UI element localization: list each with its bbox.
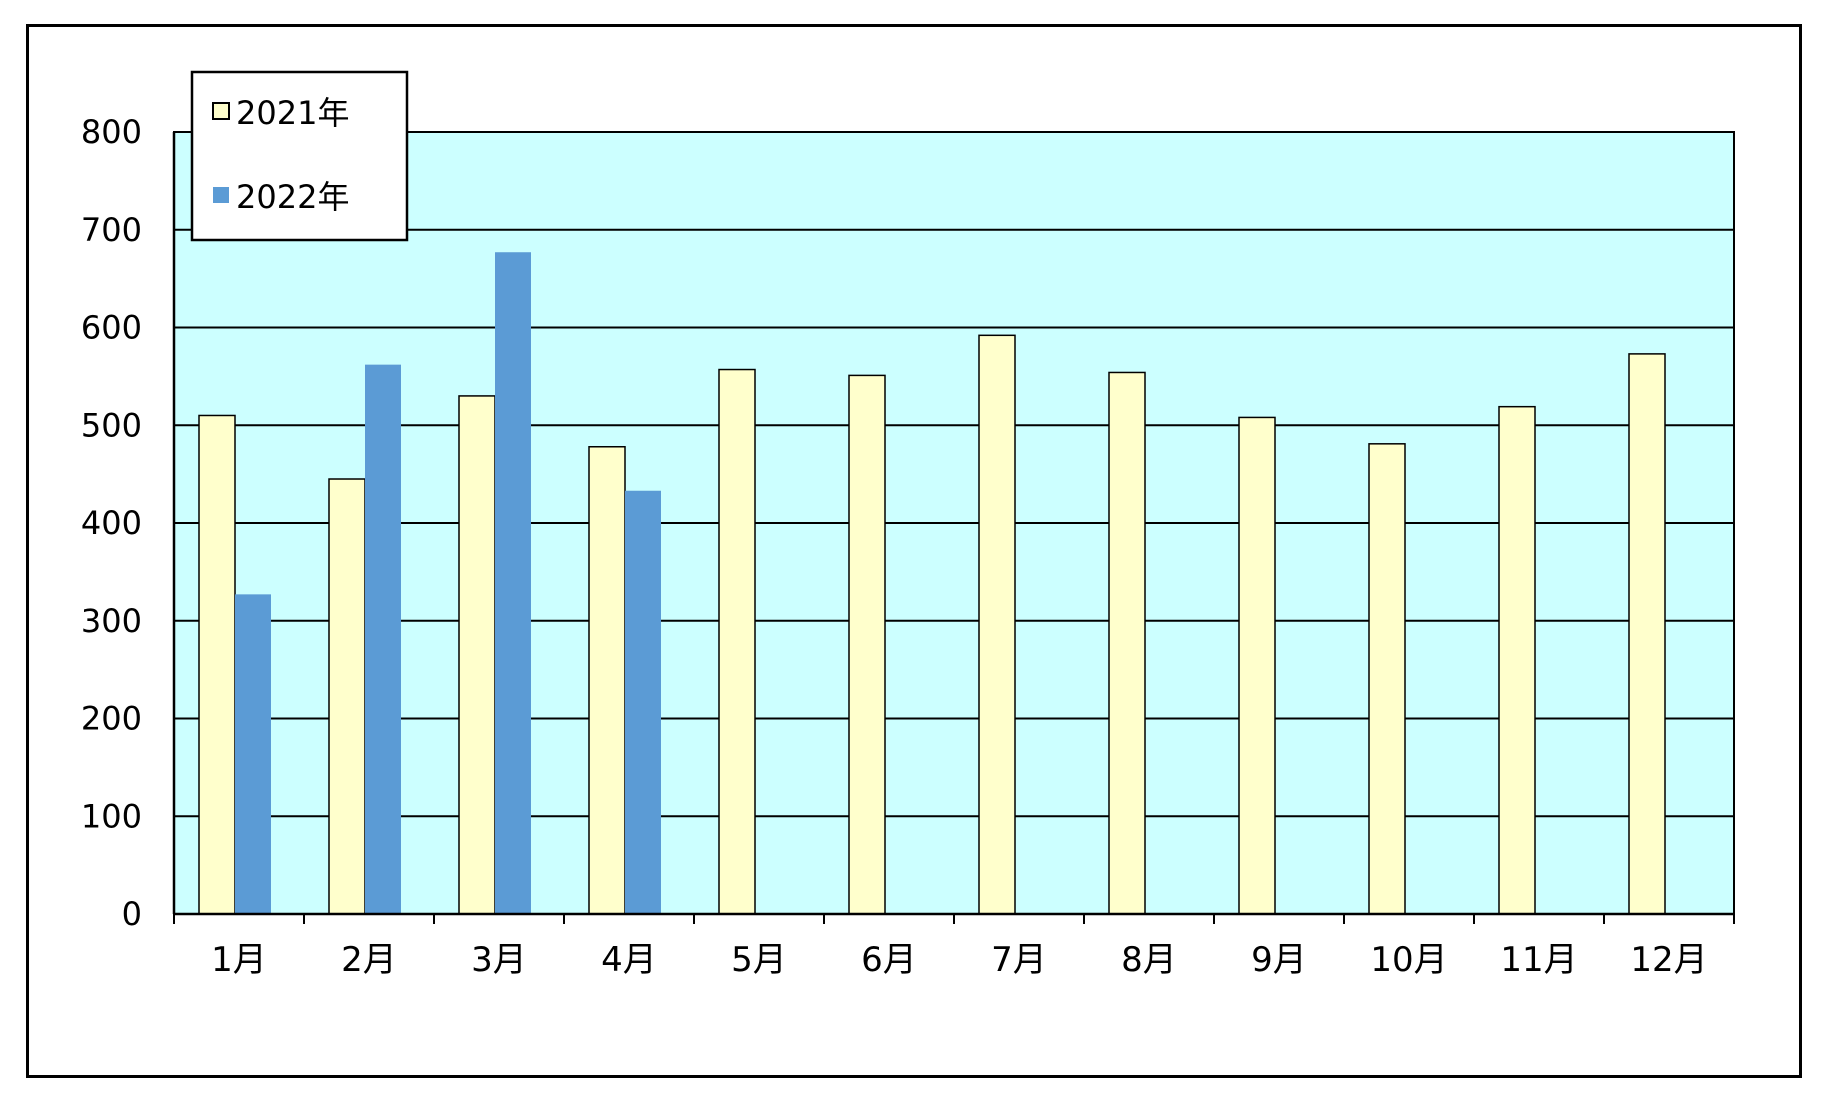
x-tick-label-5: 5月 [731, 940, 787, 980]
bar-series1-8 [1108, 371, 1146, 915]
y-tick-label-300: 300 [81, 602, 142, 640]
y-tick-label-700: 700 [81, 211, 142, 249]
bar-series1-1 [198, 414, 236, 915]
y-tick-label-0: 0 [122, 895, 142, 933]
bar-series2-1 [235, 594, 271, 914]
x-tick-label-9: 9月 [1251, 940, 1307, 980]
bar-series2-3 [495, 252, 531, 915]
legend-box [190, 70, 409, 242]
bar-series1-5 [718, 368, 756, 915]
bar-series2-4 [625, 490, 661, 914]
legend-swatch-1 [212, 102, 230, 120]
y-tick-label-400: 400 [81, 504, 142, 542]
y-tick-label-100: 100 [81, 797, 142, 835]
legend-label-1: 2021年 [236, 94, 349, 132]
x-tick-label-7: 7月 [991, 940, 1047, 980]
bar-series1-12 [1628, 353, 1666, 915]
x-tick-label-4: 4月 [601, 940, 657, 980]
x-tick-label-1: 1月 [211, 940, 267, 980]
bar-series1-9 [1238, 416, 1276, 915]
bar-series1-2 [328, 478, 366, 915]
chart-frame: 0 100 200 300 400 500 600 700 800 1月 2月 3月 4月 5月 6月 7月 8… [26, 24, 1802, 1078]
bar-series1-11 [1498, 405, 1536, 915]
y-tick-label-500: 500 [81, 406, 142, 444]
legend-label-2: 2022年 [236, 178, 349, 216]
bars [198, 252, 1666, 915]
x-tick-label-3: 3月 [471, 940, 527, 980]
y-tick-label-200: 200 [81, 700, 142, 738]
x-tick-label-2: 2月 [341, 940, 397, 980]
x-tick-label-12: 12月 [1630, 940, 1707, 980]
legend-swatch-2 [213, 187, 229, 203]
x-tick-label-11: 11月 [1500, 940, 1577, 980]
axes: 0 100 200 300 400 500 600 700 800 1月 2月 3月 4月 5月 6月 7月 8… [81, 113, 1735, 980]
bar-chart: 0 100 200 300 400 500 600 700 800 1月 2月 3月 4月 5月 6月 7月 8… [81, 70, 1735, 980]
legend: 2021年 2022年 [190, 70, 409, 242]
bar-series2-2 [365, 364, 401, 914]
bar-series1-10 [1368, 443, 1406, 915]
y-tick-label-800: 800 [81, 113, 142, 151]
x-tick-label-8: 8月 [1121, 940, 1177, 980]
bar-series1-3 [458, 395, 496, 915]
bar-series1-7 [978, 334, 1016, 915]
x-tick-label-6: 6月 [861, 940, 917, 980]
x-tick-label-10: 10月 [1370, 940, 1447, 980]
bar-series1-4 [588, 446, 626, 915]
bar-series1-6 [848, 374, 886, 915]
y-tick-label-600: 600 [81, 309, 142, 347]
